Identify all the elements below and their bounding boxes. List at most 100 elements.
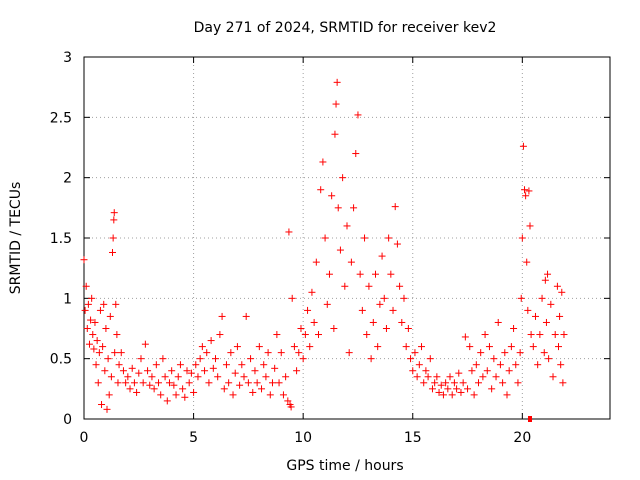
- data-point: [526, 222, 534, 230]
- data-point: [268, 379, 276, 387]
- x-axis-label: GPS time / hours: [286, 458, 403, 474]
- data-point: [560, 331, 568, 339]
- data-point: [190, 388, 198, 396]
- data-point: [141, 340, 149, 348]
- data-point: [88, 294, 96, 302]
- data-point: [354, 111, 362, 119]
- data-point: [459, 379, 467, 387]
- data-point: [90, 345, 98, 353]
- data-point: [135, 369, 143, 377]
- data-point: [312, 258, 320, 266]
- data-point: [404, 325, 412, 332]
- data-point: [446, 373, 454, 381]
- data-point: [81, 306, 89, 314]
- data-point: [499, 379, 507, 387]
- data-point: [371, 270, 379, 278]
- data-point: [558, 288, 566, 296]
- data-point: [295, 349, 303, 357]
- data-point: [107, 373, 115, 381]
- data-point: [113, 331, 121, 339]
- data-point: [96, 306, 104, 314]
- data-point: [207, 337, 215, 345]
- data-point: [551, 331, 559, 339]
- data-point: [99, 343, 107, 351]
- data-point: [328, 192, 336, 200]
- data-point: [229, 391, 237, 399]
- data-point: [80, 256, 88, 264]
- data-point: [91, 318, 99, 326]
- data-point: [428, 385, 436, 393]
- data-point: [435, 388, 443, 396]
- data-point: [336, 246, 344, 254]
- data-point: [325, 270, 333, 278]
- data-point: [426, 355, 434, 363]
- data-point: [122, 379, 130, 387]
- data-point: [187, 369, 195, 377]
- data-point: [323, 300, 331, 308]
- data-point: [339, 174, 347, 182]
- data-point: [542, 318, 550, 326]
- data-point: [216, 331, 224, 339]
- data-point: [433, 373, 441, 381]
- data-point: [514, 379, 522, 387]
- data-point: [104, 355, 112, 363]
- data-point: [517, 294, 525, 302]
- data-point: [238, 361, 246, 369]
- data-point: [387, 270, 395, 278]
- data-point: [93, 337, 101, 345]
- data-point: [507, 343, 515, 351]
- data-point: [553, 282, 561, 290]
- data-point: [102, 325, 110, 332]
- data-point: [332, 100, 340, 108]
- data-point: [538, 294, 546, 302]
- data-point: [345, 349, 353, 357]
- y-tick-label: 0: [63, 412, 72, 428]
- data-point: [490, 355, 498, 363]
- data-point: [475, 379, 482, 387]
- data-point: [330, 325, 338, 332]
- data-point: [315, 331, 323, 339]
- y-tick-label: 3: [63, 50, 72, 66]
- data-point: [376, 300, 384, 308]
- data-point: [431, 379, 439, 387]
- data-point: [393, 240, 401, 248]
- data-point: [128, 364, 136, 372]
- data-point: [420, 379, 428, 387]
- data-point: [510, 325, 518, 332]
- data-point: [347, 258, 355, 266]
- data-point: [485, 343, 493, 351]
- data-point: [103, 405, 111, 413]
- data-point: [183, 367, 191, 375]
- data-point: [115, 361, 123, 369]
- data-point: [148, 373, 156, 381]
- data-point: [518, 234, 526, 242]
- data-point: [556, 312, 564, 320]
- data-point: [536, 331, 544, 339]
- data-point: [110, 209, 118, 217]
- data-point: [105, 391, 113, 399]
- data-point: [477, 349, 485, 357]
- data-point: [418, 343, 426, 351]
- data-point: [198, 343, 206, 351]
- data-point: [391, 203, 399, 211]
- data-point: [466, 343, 474, 351]
- data-point: [424, 373, 432, 381]
- data-point: [240, 373, 248, 381]
- data-point: [222, 361, 230, 369]
- data-point: [415, 361, 423, 369]
- data-point: [209, 364, 217, 372]
- data-point: [297, 325, 305, 332]
- data-point: [503, 391, 511, 399]
- data-point: [172, 391, 180, 399]
- data-point: [179, 385, 187, 393]
- data-point: [352, 150, 360, 158]
- data-point: [161, 373, 169, 381]
- data-point: [225, 379, 233, 387]
- data-point: [341, 282, 349, 290]
- data-point: [385, 234, 393, 242]
- data-point: [152, 361, 160, 369]
- data-point: [516, 349, 524, 357]
- data-point: [176, 361, 184, 369]
- data-point: [117, 349, 125, 357]
